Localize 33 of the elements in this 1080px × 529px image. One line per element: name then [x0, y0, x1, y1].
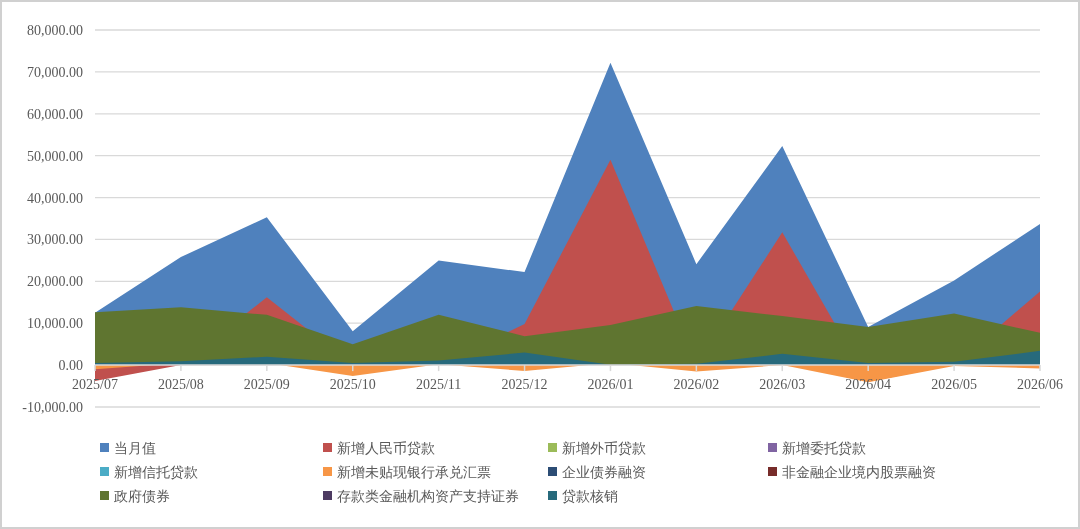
x-tick-label: 2025/09 [243, 377, 290, 393]
legend-label: 当月值 [114, 440, 156, 456]
legend-label: 新增委托贷款 [782, 440, 866, 456]
y-tick-label: 30,000.00 [27, 232, 83, 248]
legend-label: 企业债券融资 [562, 464, 646, 480]
legend-label: 新增人民币贷款 [337, 440, 435, 456]
y-tick-label: 0.00 [58, 358, 83, 374]
legend-label: 存款类金融机构资产支持证券 [337, 488, 519, 504]
x-tick-label: 2025/12 [501, 377, 548, 393]
legend-label: 新增信托贷款 [114, 464, 198, 480]
legend-label: 新增未贴现银行承兑汇票 [337, 464, 491, 480]
x-tick-label: 2025/10 [329, 377, 376, 393]
x-tick-label: 2026/06 [1017, 377, 1063, 393]
y-tick-label: -10,000.00 [22, 400, 83, 415]
y-tick-label: 60,000.00 [27, 106, 83, 122]
y-tick-label: 10,000.00 [27, 316, 83, 332]
x-tick-label: 2026/04 [845, 377, 892, 393]
legend-label: 新增外币贷款 [562, 440, 646, 456]
y-tick-label: 80,000.00 [27, 23, 83, 38]
y-tick-label: 20,000.00 [27, 274, 83, 290]
x-tick-label: 2025/11 [415, 377, 462, 393]
y-tick-label: 50,000.00 [27, 148, 83, 164]
x-tick-label: 2026/02 [673, 377, 720, 393]
legend-label: 政府债券 [114, 488, 170, 504]
y-tick-label: 40,000.00 [27, 190, 83, 206]
x-tick-label: 2025/07 [72, 377, 118, 393]
y-tick-label: 70,000.00 [27, 64, 83, 80]
x-tick-label: 2026/03 [759, 377, 806, 393]
legend-label: 贷款核销 [562, 488, 618, 504]
x-tick-label: 2025/08 [157, 377, 204, 393]
x-tick-label: 2026/01 [587, 377, 634, 393]
legend-label: 非金融企业境内股票融资 [782, 464, 936, 480]
x-tick-label: 2026/05 [931, 377, 978, 393]
